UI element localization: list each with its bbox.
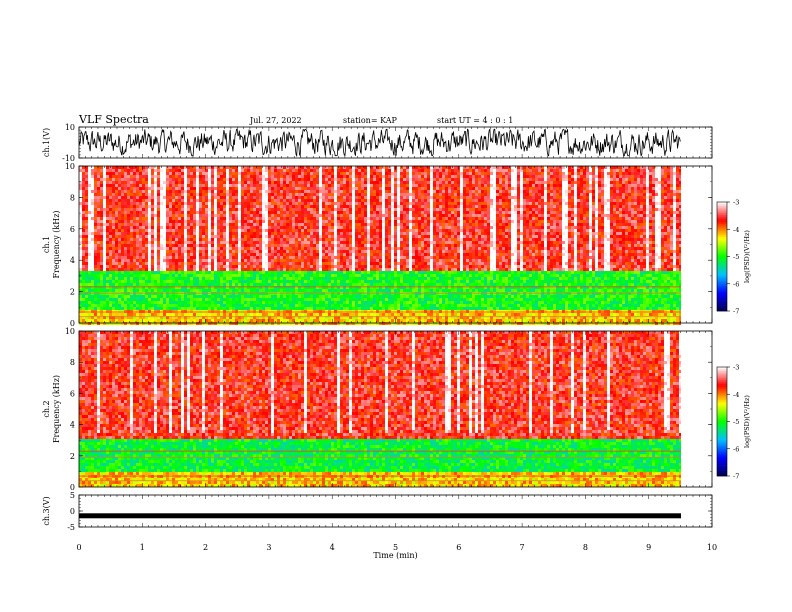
colorbar-tick-label: -5 [733, 253, 739, 261]
spectrogram-1-cells [79, 166, 681, 325]
colorbar-tick-label: -7 [733, 473, 739, 481]
y-tick-label: 8 [70, 358, 75, 367]
y-axis-label: ch.3(V) [42, 496, 51, 525]
y-tick-label: 10 [65, 123, 75, 132]
y-tick-label: 0 [70, 319, 75, 328]
y-tick-label: 6 [70, 389, 75, 398]
y-tick-label: 10 [65, 327, 75, 336]
x-tick-label: 3 [266, 543, 271, 552]
y-axis-label: ch.2 [42, 400, 51, 417]
colorbar-2 [717, 367, 727, 477]
y-tick-label: 2 [70, 452, 75, 461]
y-tick-label: 6 [70, 225, 75, 234]
x-tick-label: 1 [140, 543, 145, 552]
y-axis-label: ch.1 [42, 236, 51, 253]
y-axis-label: Frequency (kHz) [52, 210, 61, 278]
colorbar-tick-label: -6 [733, 445, 739, 453]
y-tick-label: 8 [70, 193, 75, 202]
x-tick-label: 6 [456, 543, 461, 552]
start-time-label: start UT = 4 : 0 : 1 [437, 116, 513, 125]
y-axis-label: ch.1(V) [42, 128, 51, 157]
colorbar-tick-label: -3 [733, 364, 739, 372]
colorbar-label: log(PSD)(V²/Hz) [743, 395, 751, 448]
colorbar-tick-label: -5 [733, 418, 739, 426]
colorbar-tick-label: -7 [733, 308, 739, 316]
ch1-waveform-line [78, 128, 681, 158]
y-tick-label: 0 [70, 507, 75, 516]
y-tick-label: 10 [65, 162, 75, 171]
y-tick-label: 0 [70, 483, 75, 492]
x-tick-label: 10 [707, 543, 717, 552]
colorbar-tick-label: -4 [733, 391, 739, 399]
y-tick-label: 4 [70, 256, 75, 265]
colorbar-tick-label: -6 [733, 280, 739, 288]
colorbar-label: log(PSD)(V²/Hz) [743, 230, 751, 283]
x-tick-label: 7 [520, 543, 525, 552]
y-tick-label: -10 [62, 154, 75, 163]
colorbar-1 [717, 202, 727, 312]
spectrogram-2-cells [79, 331, 681, 487]
chart-title: VLF Spectra [79, 113, 149, 126]
y-tick-label: 5 [70, 491, 75, 500]
colorbar-tick-label: -4 [733, 226, 739, 234]
x-axis-label: Time (min) [373, 551, 417, 560]
x-tick-label: 4 [330, 543, 335, 552]
y-tick-label: -5 [67, 523, 75, 532]
x-tick-label: 0 [76, 543, 81, 552]
x-tick-label: 9 [646, 543, 651, 552]
ch3-waveform-band [79, 513, 681, 519]
x-tick-label: 5 [393, 543, 398, 552]
y-tick-label: 4 [70, 421, 75, 430]
x-tick-label: 8 [583, 543, 588, 552]
x-tick-label: 2 [203, 543, 208, 552]
station-label: station= KAP [343, 116, 397, 125]
y-axis-label: Frequency (kHz) [52, 375, 61, 443]
date-label: Jul. 27, 2022 [250, 116, 302, 125]
y-tick-label: 2 [70, 288, 75, 297]
colorbar-tick-label: -3 [733, 199, 739, 207]
panel-frame-3 [78, 494, 713, 528]
